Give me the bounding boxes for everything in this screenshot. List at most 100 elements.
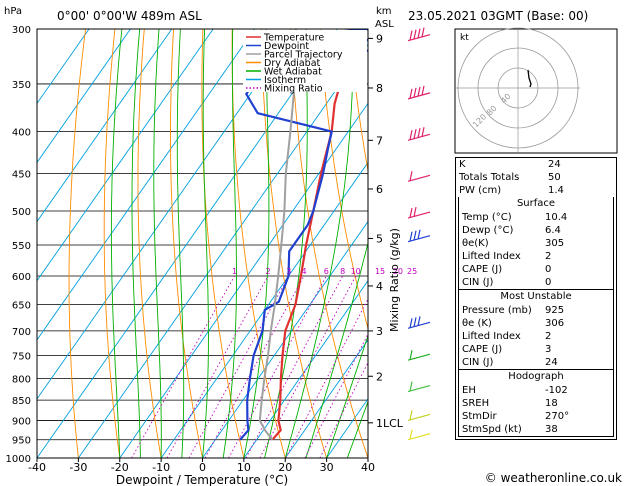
most-unstable-row: CIN (J) 24 [459,356,613,369]
date-label: 23.05.2021 03GMT (Base: 00) [408,9,588,23]
series-temperature [271,29,352,441]
hodograph-section: Hodograph EH -102 SREH 18 StmDir 270° StmSpd (… [458,370,614,437]
isotherm-line [78,43,368,458]
mixing-ratio-label: 3 [286,267,291,276]
legend-label: Dewpoint [264,41,309,52]
mixing-ratio-line [304,333,368,458]
surface-value: 2 [545,251,552,262]
x-tick-label: 10 [237,461,251,474]
most-unstable-row: θe (K) 306 [459,317,613,330]
hodograph-index-row: EH -102 [459,384,613,397]
mixing-ratio-line [188,275,290,458]
wet-adiabat [153,29,162,458]
dry-adiabat [231,29,286,458]
pressure-tick-label: 350 [12,80,31,91]
wet-adiabat [202,29,209,458]
dry-adiabat [261,29,328,458]
legend-label: Mixing Ratio [264,84,323,95]
hodograph-index-value: 18 [545,398,558,409]
mixing-ratio-line [245,275,343,458]
surface-row: θe(K) 305 [459,237,613,250]
index-value: 50 [548,172,561,183]
wind-barb [407,350,431,361]
hodograph-index-row: StmDir 270° [459,410,613,423]
wet-adiabat [243,29,270,458]
hodograph-index-value: 38 [545,424,558,435]
most-unstable-section: Most Unstable Pressure (mb) 925 θe (K) 306 L… [458,290,614,370]
surface-section: Surface Temp (°C) 10.4 Dewp (°C) 6.4 θe(K) 30… [458,197,614,290]
x-axis-label: Dewpoint / Temperature (°C) [116,473,288,486]
most-unstable-value: 24 [545,357,558,368]
dry-adiabat [319,29,368,331]
wind-barb [407,410,431,422]
x-tick-label: 20 [278,461,292,474]
surface-label: Temp (°C) [462,212,512,223]
hodograph-index-label: EH [462,385,476,396]
series-parcel-trajectory [258,29,298,441]
wet-adiabat [222,29,237,458]
km-label-km: km [376,6,392,17]
wet-adiabat [346,400,368,458]
wet-adiabat [176,29,185,458]
mu-title: Most Unstable [500,291,572,302]
hodograph-index-label: StmSpd (kt) [462,424,522,435]
dry-adiabat [201,29,245,458]
mixing-ratio-label: Mixing Ratio (g/kg) [388,228,401,332]
isotherm-line [37,29,338,458]
surface-row: CIN (J) 0 [459,276,613,289]
surface-label: CIN (J) [462,277,494,288]
pressure-tick-label: 750 [12,351,31,362]
km-tick-label: 2 [376,370,383,383]
wind-barb [407,85,431,100]
isotherm-line [284,339,368,458]
pressure-tick-label: 800 [12,374,31,385]
index-row: Totals Totals 50 [456,171,616,184]
wet-adiabat [110,29,123,458]
pressure-tick-label: 400 [12,128,31,139]
surface-value: 10.4 [545,212,568,223]
hodograph-index-row: SREH 18 [459,397,613,410]
km-tick-label: 6 [376,183,383,196]
legend-background [243,30,367,92]
pressure-tick-label: 650 [12,301,31,312]
km-tick-label: 7 [376,134,383,147]
mixing-ratio-line [131,275,235,458]
wind-barbs [407,27,431,441]
most-unstable-label: Pressure (mb) [462,305,532,316]
x-tick-label: -20 [111,461,129,474]
most-unstable-label: Lifted Index [462,331,521,342]
dry-adiabat [290,29,368,458]
most-unstable-value: 3 [545,344,552,355]
index-label: PW (cm) [459,185,502,196]
hodograph-index-label: StmDir [462,411,497,422]
x-tick-label: 40 [361,461,375,474]
x-tick-label: -10 [152,461,170,474]
hodograph-index-value: 270° [545,411,570,422]
surface-value: 0 [545,277,552,288]
surface-value: 305 [545,238,565,249]
mixing-ratio-label: 10 [351,267,361,276]
wet-adiabat [131,29,141,458]
x-tick-label: -40 [28,461,46,474]
pressure-tick-label: 700 [12,327,31,338]
legend-label: Isotherm [264,75,306,86]
isotherm-line [37,29,214,282]
pressure-tick-label: 550 [12,241,31,252]
surface-label: Lifted Index [462,251,521,262]
pressure-tick-label: 450 [12,169,31,180]
hodograph-index-label: SREH [462,398,490,409]
legend-label: Parcel Trajectory [264,50,343,61]
km-tick-label: 3 [376,325,383,338]
dry-adiabat [68,29,87,458]
wind-barb [407,27,431,42]
pressure-tick-label: 850 [12,396,31,407]
index-row: K 24 [456,158,616,171]
hodograph-index-value: -102 [545,385,568,396]
most-unstable-row: Lifted Index 2 [459,330,613,343]
wind-barb [407,381,431,393]
isotherm-line [119,102,368,458]
mixing-ratio-line [319,361,368,458]
most-unstable-label: θe (K) [462,318,492,329]
